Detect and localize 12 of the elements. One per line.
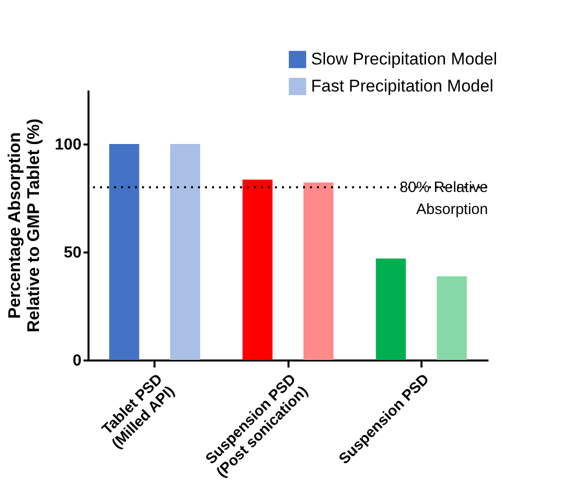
bar (303, 182, 334, 360)
bar (436, 276, 467, 360)
bar (376, 258, 406, 360)
legend-label: Fast Precipitation Model (311, 76, 494, 96)
y-axis-title: Percentage Absorption Relative to GMP Tablet (%) (4, 118, 43, 332)
bar (242, 180, 273, 360)
y-tick-label: 50 (64, 244, 82, 262)
legend-label: Slow Precipitation Model (311, 50, 498, 68)
bar (109, 144, 140, 360)
bar (170, 144, 200, 360)
y-tick-label: 100 (54, 136, 82, 154)
y-tick-label: 0 (72, 352, 82, 370)
